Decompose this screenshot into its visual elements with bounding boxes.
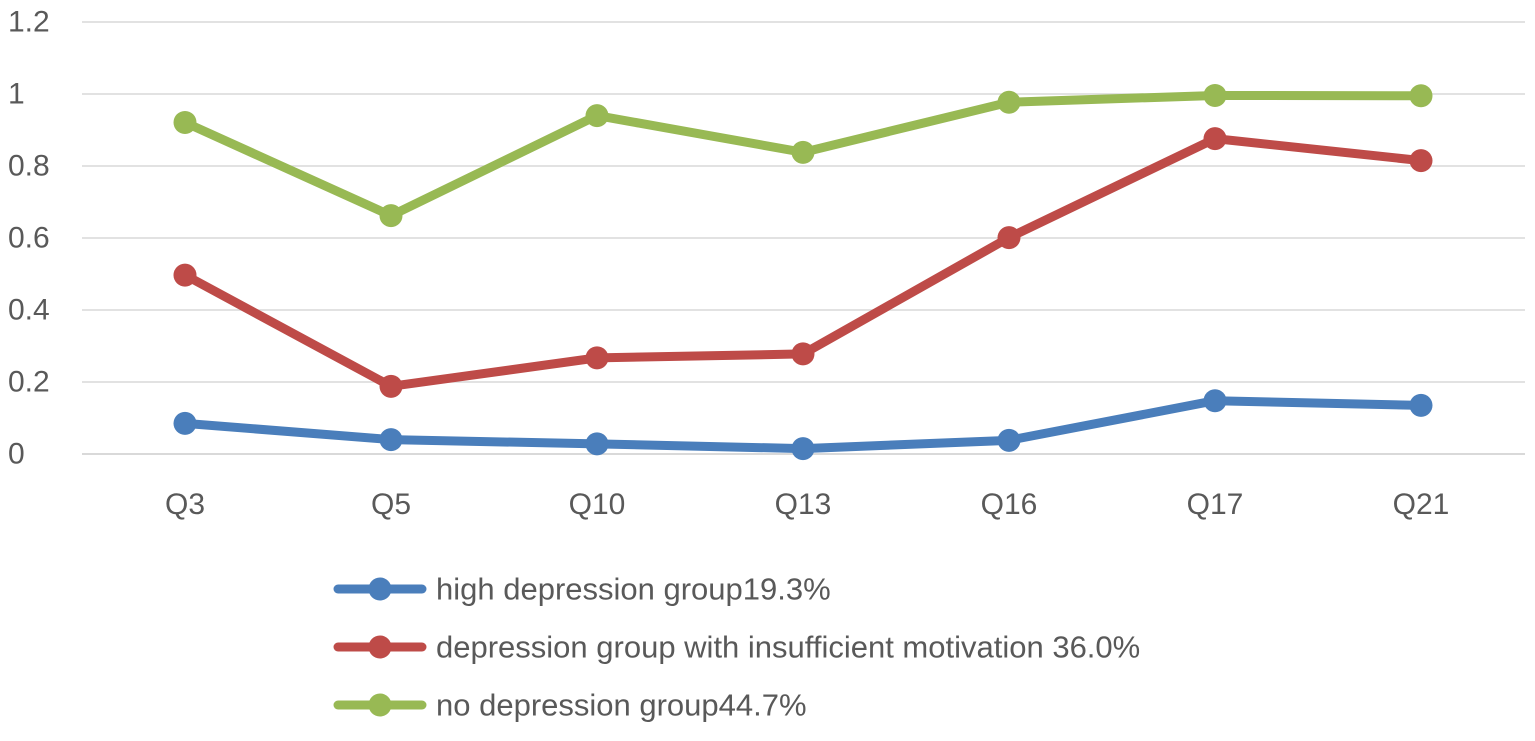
data-point (585, 432, 609, 456)
data-point (1409, 393, 1433, 417)
legend-label: high depression group19.3% (436, 572, 831, 607)
x-tick-label: Q13 (775, 488, 832, 521)
legend-label: depression group with insufficient motiv… (436, 630, 1140, 665)
y-tick-label: 0.4 (8, 294, 50, 327)
data-point (379, 204, 403, 228)
legend: high depression group19.3% depression gro… (333, 572, 1140, 723)
x-tick-label: Q17 (1187, 488, 1244, 521)
x-tick-label: Q10 (569, 488, 626, 521)
x-axis-labels: Q3 Q5 Q10 Q13 Q16 Q17 Q21 (165, 488, 1449, 521)
series-lines (173, 83, 1433, 461)
legend-item: high depression group19.3% (333, 572, 831, 607)
x-tick-label: Q3 (165, 488, 205, 521)
data-point (173, 110, 197, 134)
y-tick-label: 0.2 (8, 366, 50, 399)
legend-marker (368, 635, 392, 659)
legend-item: no depression group44.7% (333, 688, 807, 723)
data-point (997, 90, 1021, 114)
grid-lines (82, 21, 1525, 455)
data-point (1203, 83, 1227, 107)
legend-label: no depression group44.7% (436, 688, 807, 723)
series-2 (173, 127, 1433, 398)
x-tick-label: Q16 (981, 488, 1038, 521)
data-point (997, 226, 1021, 250)
y-tick-label: 0 (8, 438, 25, 471)
y-tick-label: 0.8 (8, 150, 50, 183)
y-tick-label: 1 (8, 78, 25, 111)
series-1 (173, 389, 1433, 461)
legend-marker (368, 693, 392, 717)
x-tick-label: Q21 (1393, 488, 1450, 521)
data-point (379, 428, 403, 452)
data-point (1203, 127, 1227, 151)
data-point (997, 428, 1021, 452)
data-point (1409, 149, 1433, 173)
y-tick-label: 0.6 (8, 222, 50, 255)
data-point (585, 346, 609, 370)
data-point (585, 104, 609, 128)
data-point (173, 411, 197, 435)
data-point (791, 437, 815, 461)
data-point (379, 374, 403, 398)
data-point (1203, 389, 1227, 413)
legend-item: depression group with insufficient motiv… (333, 630, 1140, 665)
x-tick-label: Q5 (371, 488, 411, 521)
y-axis-labels: 0 0.2 0.4 0.6 0.8 1 1.2 (8, 6, 50, 471)
data-point (173, 263, 197, 287)
y-tick-label: 1.2 (8, 6, 50, 39)
legend-marker (368, 577, 392, 601)
series-3 (173, 83, 1433, 228)
data-point (791, 342, 815, 366)
data-point (791, 140, 815, 164)
data-point (1409, 84, 1433, 108)
